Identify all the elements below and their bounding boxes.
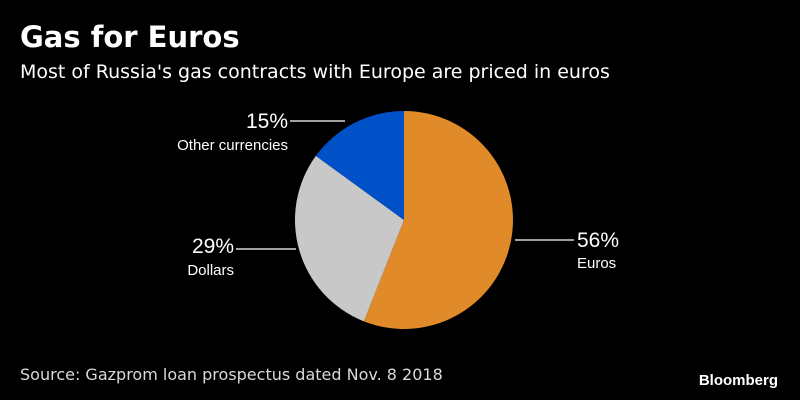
euros-slice <box>363 111 513 329</box>
other-category-label: Other currencies <box>177 137 288 154</box>
euros-category-label: Euros <box>577 255 616 272</box>
bloomberg-logo: Bloomberg <box>698 372 778 389</box>
pie-slices <box>294 111 513 329</box>
dollars-slice <box>294 155 404 322</box>
chart-subtitle: Most of Russia's gas contracts with Euro… <box>20 61 610 83</box>
euros-value-label: 56% <box>577 229 619 252</box>
dollars-category-label: Dollars <box>187 262 234 279</box>
other-value-label: 15% <box>246 110 288 133</box>
dollars-value-label: 29% <box>192 235 234 258</box>
chart-title: Gas for Euros <box>20 20 240 54</box>
source-note: Source: Gazprom loan prospectus dated No… <box>20 365 443 384</box>
other-currencies-slice <box>315 111 404 220</box>
